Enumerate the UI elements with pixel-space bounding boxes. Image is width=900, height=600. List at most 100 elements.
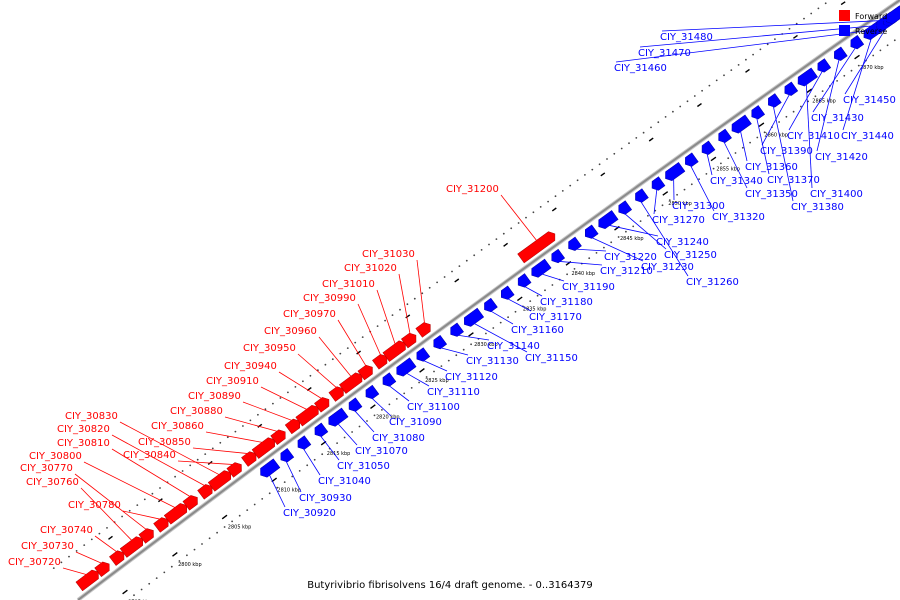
ruler-dot <box>403 392 406 395</box>
gene-feature <box>850 35 865 50</box>
leader-line <box>421 359 448 372</box>
reverse-gene-label: CIY_31270 <box>652 215 705 226</box>
legend-reverse-swatch <box>839 25 850 36</box>
ruler-dot <box>810 12 813 15</box>
gene-arrow <box>651 176 666 191</box>
tick-mark <box>854 54 860 60</box>
ruler-dot <box>650 126 652 129</box>
ruler-dot <box>465 259 468 262</box>
forward-gene-label: CIY_30840 <box>123 450 176 461</box>
leader-line <box>319 434 340 461</box>
ruler-dot <box>566 273 568 276</box>
gene-feature <box>75 569 99 592</box>
ruler-dot <box>186 554 188 557</box>
gene-feature <box>226 462 242 478</box>
reverse-gene-label: CIY_31360 <box>745 162 798 173</box>
gene-arrow <box>531 258 552 278</box>
ruler-dot <box>358 425 361 428</box>
gene-feature <box>731 114 752 134</box>
ruler-dot <box>140 588 143 591</box>
gene-feature <box>348 397 363 412</box>
gene-feature <box>751 105 766 120</box>
gene-feature <box>138 528 154 544</box>
gene-feature <box>484 297 498 313</box>
ruler-dot <box>136 504 139 506</box>
gene-arrow <box>75 569 99 592</box>
reverse-gene-label: CIY_31040 <box>318 476 371 487</box>
gene-feature <box>517 273 532 288</box>
ruler-dots <box>52 2 896 597</box>
forward-gene-label: CIY_31030 <box>362 249 415 260</box>
tick-mark <box>516 296 523 302</box>
leader-line <box>260 386 309 411</box>
gene-arrow <box>685 152 699 167</box>
gene-arrow <box>416 347 431 362</box>
gene-feature <box>464 307 485 327</box>
ruler-dot <box>698 178 700 181</box>
reverse-gene-label: CIY_31110 <box>427 387 480 398</box>
leader-line <box>224 416 280 433</box>
gene-feature <box>797 67 818 87</box>
tick-label: 2815 kbp <box>327 451 351 457</box>
reverse-gene-label: CIY_31190 <box>562 282 615 293</box>
reverse-gene-label: CIY_31260 <box>686 277 739 288</box>
forward-gene-label: CIY_31200 <box>446 184 499 195</box>
ruler-dot <box>756 136 759 139</box>
gene-arrow <box>834 46 848 61</box>
ruler-dot <box>373 414 376 417</box>
gene-feature <box>328 386 344 402</box>
ruler-dot <box>272 402 274 405</box>
gene-arrow <box>584 224 599 239</box>
leader-line <box>805 82 813 189</box>
ruler-dot <box>510 227 513 230</box>
ruler-dot <box>201 543 203 545</box>
leader-line <box>192 447 251 455</box>
ruler-dot <box>346 347 349 349</box>
forward-gene-label: CIY_30740 <box>40 525 93 536</box>
gene-feature <box>260 458 281 478</box>
gene-arrow <box>415 322 431 338</box>
tick-mark <box>405 314 411 319</box>
forward-gene-label: CIY_31020 <box>344 263 397 274</box>
leader-line <box>336 422 358 446</box>
tick-mark <box>745 68 750 73</box>
ruler-dot <box>625 230 627 233</box>
gene-arrow <box>517 273 532 288</box>
ruler-dot <box>231 520 234 523</box>
ruler-dot <box>473 254 476 257</box>
ruler-dot <box>155 577 158 579</box>
ruler-dot <box>800 105 802 108</box>
ruler-dot <box>121 515 123 518</box>
gene-arrow <box>551 248 566 264</box>
leader-line <box>357 303 382 357</box>
gene-arrow <box>270 429 286 445</box>
ruler-dot <box>492 327 495 329</box>
reverse-gene-label: CIY_31220 <box>604 252 657 263</box>
ruler-dot <box>291 475 294 478</box>
ruler-dot <box>324 363 327 366</box>
ruler-dot <box>193 548 196 551</box>
forward-features <box>75 231 556 592</box>
gene-arrow <box>328 386 344 402</box>
gene-feature <box>119 536 144 558</box>
ruler-dot <box>366 420 368 422</box>
reverse-gene-labels: CIY_30920 CIY_30930 CIY_31040 CIY_31050 CIY_… <box>283 32 896 519</box>
ruler-dot <box>388 403 391 406</box>
tick-mark <box>356 350 362 355</box>
tick-label: 2830 kbp <box>474 342 498 348</box>
ruler-dot <box>588 257 591 260</box>
ruler-dot <box>75 550 78 552</box>
ruler-dot <box>857 64 860 67</box>
gene-feature <box>665 162 686 181</box>
ruler-dot <box>759 48 762 51</box>
leader-line <box>387 384 410 402</box>
leader-line <box>119 421 222 477</box>
ruler-dot <box>170 565 173 568</box>
gene-feature <box>297 435 312 450</box>
ruler-dot <box>824 2 827 5</box>
ruler-dot <box>189 464 192 467</box>
ruler-dot <box>339 352 342 355</box>
legend-forward-label: Forward <box>855 12 887 21</box>
gene-feature <box>635 188 649 203</box>
reverse-gene-label: CIY_31240 <box>656 237 709 248</box>
